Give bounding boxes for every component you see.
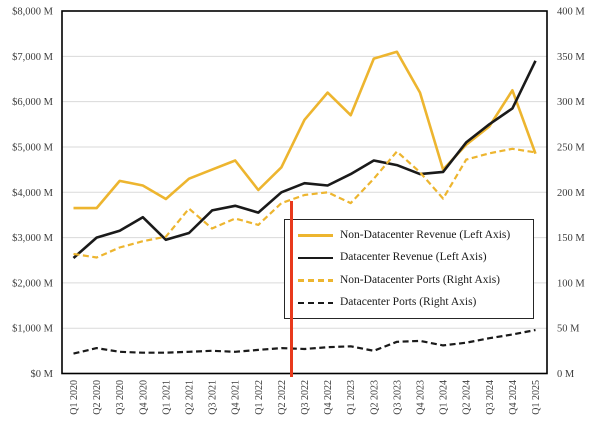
svg-text:300 M: 300 M xyxy=(557,97,585,108)
svg-text:Q2 2022: Q2 2022 xyxy=(277,380,288,415)
svg-text:Q3 2022: Q3 2022 xyxy=(300,380,311,415)
svg-text:Q4 2020: Q4 2020 xyxy=(138,380,149,415)
legend-item-non-datacenter-ports: Non-Datacenter Ports (Right Axis) xyxy=(298,273,533,287)
svg-text:Q4 2022: Q4 2022 xyxy=(323,380,334,415)
svg-text:100 M: 100 M xyxy=(557,278,585,289)
svg-text:Q2 2021: Q2 2021 xyxy=(185,380,196,415)
svg-text:Q1 2021: Q1 2021 xyxy=(161,380,172,415)
svg-text:$4,000 M: $4,000 M xyxy=(12,188,54,199)
x-axis-labels: Q1 2020 Q2 2020 Q3 2020 Q4 2020 Q1 2021 Q2 20… xyxy=(69,380,542,415)
svg-text:Q2 2023: Q2 2023 xyxy=(369,380,380,415)
svg-text:400 M: 400 M xyxy=(557,7,585,18)
legend-swatch-dash-black xyxy=(298,301,333,304)
svg-text:$1,000 M: $1,000 M xyxy=(12,324,54,335)
svg-text:$0 M: $0 M xyxy=(31,369,54,380)
svg-text:$3,000 M: $3,000 M xyxy=(12,233,54,244)
legend-label: Datacenter Ports (Right Axis) xyxy=(340,296,477,308)
event-marker-vline xyxy=(289,201,293,377)
legend-swatch-solid-black xyxy=(298,256,333,259)
legend-swatch-dash-gold xyxy=(298,279,333,282)
svg-text:$5,000 M: $5,000 M xyxy=(12,142,54,153)
svg-text:200 M: 200 M xyxy=(557,188,585,199)
svg-text:Q3 2020: Q3 2020 xyxy=(115,380,126,415)
svg-text:Q4 2023: Q4 2023 xyxy=(415,380,426,415)
legend-item-datacenter-ports: Datacenter Ports (Right Axis) xyxy=(298,296,533,309)
svg-text:Q2 2024: Q2 2024 xyxy=(462,380,473,415)
plot-border xyxy=(61,10,548,375)
legend-label: Datacenter Revenue (Left Axis) xyxy=(340,251,487,263)
legend-label: Non-Datacenter Revenue (Left Axis) xyxy=(340,228,511,241)
svg-text:Q3 2024: Q3 2024 xyxy=(485,380,496,415)
y-axis-right-labels: 0 M 50 M 100 M 150 M 200 M 250 M 300 M 350 M 400… xyxy=(557,7,585,381)
svg-text:250 M: 250 M xyxy=(557,142,585,153)
y-axis-left-labels: $0 M $1,000 M $2,000 M $3,000 M $4,000 M $5,0… xyxy=(12,7,54,381)
svg-text:Q1 2025: Q1 2025 xyxy=(531,380,542,415)
svg-text:Q2 2020: Q2 2020 xyxy=(92,380,103,415)
legend-swatch-solid-gold xyxy=(298,234,333,237)
legend-item-datacenter-revenue: Datacenter Revenue (Left Axis) xyxy=(298,251,533,264)
svg-text:$6,000 M: $6,000 M xyxy=(12,97,54,108)
legend-item-non-datacenter-revenue: Non-Datacenter Revenue (Left Axis) xyxy=(298,228,533,242)
line-non-datacenter-ports-right-axis xyxy=(73,147,536,259)
svg-text:$2,000 M: $2,000 M xyxy=(12,278,54,289)
svg-text:Q4 2021: Q4 2021 xyxy=(231,380,242,415)
svg-text:Q1 2024: Q1 2024 xyxy=(439,380,450,415)
svg-text:Q3 2023: Q3 2023 xyxy=(392,380,403,415)
svg-text:$8,000 M: $8,000 M xyxy=(12,7,54,18)
svg-text:Q1 2022: Q1 2022 xyxy=(254,380,265,415)
svg-text:Q4 2024: Q4 2024 xyxy=(508,380,519,415)
line-datacenter-revenue-left-axis xyxy=(72,60,537,259)
chart-legend: Non-Datacenter Revenue (Left Axis) Datac… xyxy=(284,219,534,319)
svg-text:Q1 2023: Q1 2023 xyxy=(346,380,357,415)
svg-text:350 M: 350 M xyxy=(557,52,585,63)
svg-text:50 M: 50 M xyxy=(557,324,580,335)
line-datacenter-ports-right-axis xyxy=(73,328,536,355)
line-non-datacenter-revenue-left-axis xyxy=(73,50,537,210)
svg-text:Q3 2021: Q3 2021 xyxy=(208,380,219,415)
svg-text:150 M: 150 M xyxy=(557,233,585,244)
svg-text:$7,000 M: $7,000 M xyxy=(12,52,54,63)
legend-label: Non-Datacenter Ports (Right Axis) xyxy=(340,273,501,286)
svg-text:Q1 2020: Q1 2020 xyxy=(69,380,80,415)
svg-text:0 M: 0 M xyxy=(557,369,575,380)
